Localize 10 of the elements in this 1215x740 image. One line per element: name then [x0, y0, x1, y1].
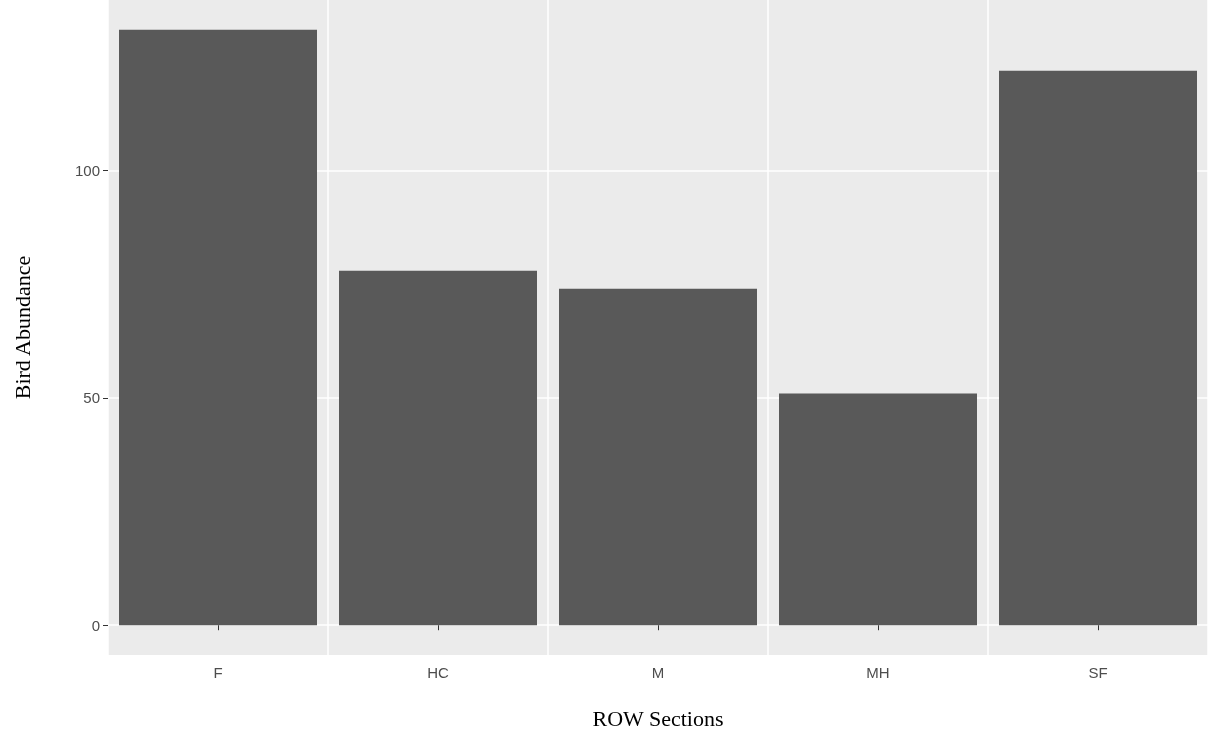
x-tick-label: MH: [866, 664, 890, 681]
x-tick-label: HC: [427, 664, 449, 681]
y-tick-label: 0: [91, 616, 100, 634]
x-tick-label: F: [213, 664, 223, 681]
x-tick-label: M: [651, 664, 665, 681]
y-axis-title: Bird Abundance: [9, 255, 35, 400]
y-tick-label: 50: [83, 389, 100, 407]
x-tick-label: SF: [1088, 664, 1108, 681]
x-axis-title: ROW Sections: [592, 705, 724, 731]
y-tick-label: 100: [74, 162, 100, 180]
